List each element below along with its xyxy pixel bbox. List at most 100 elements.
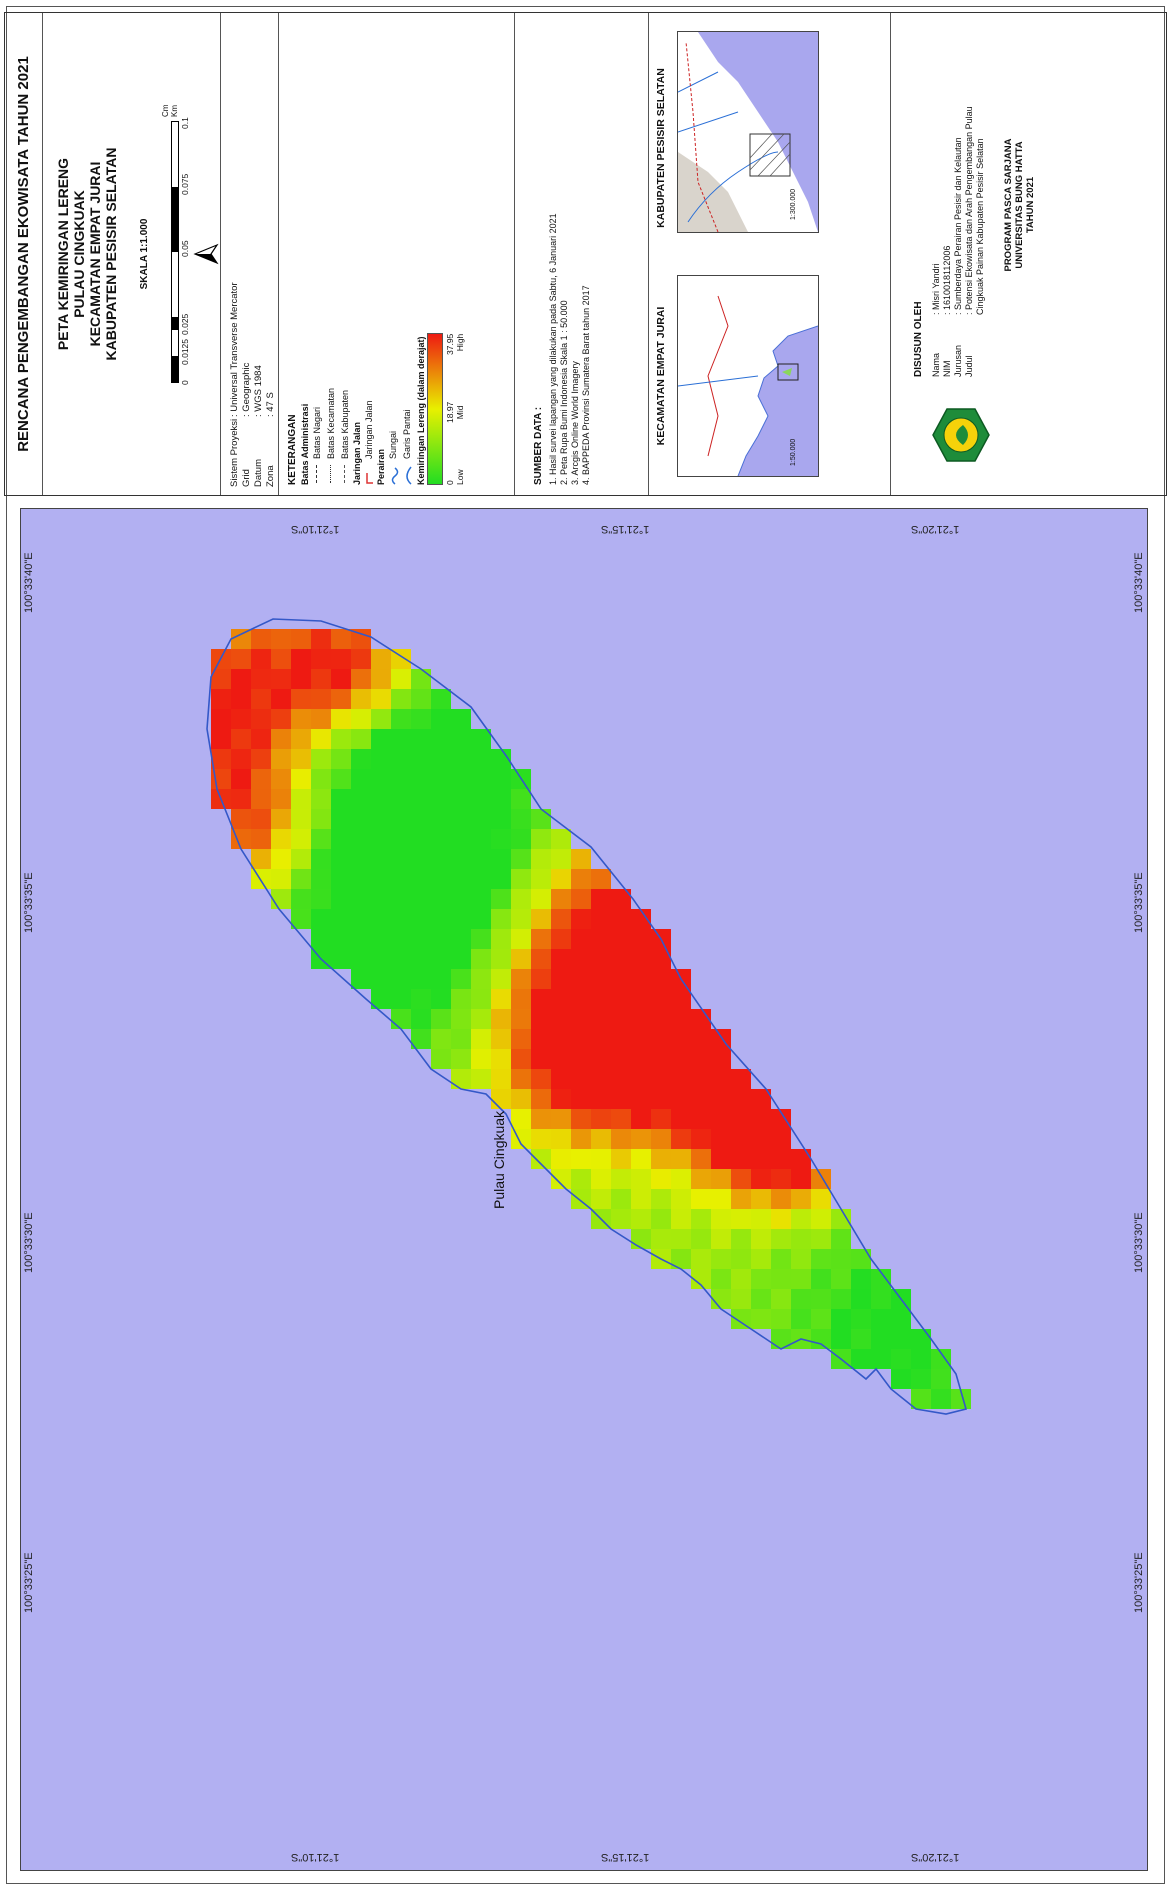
slope-cell <box>431 829 451 849</box>
slope-cell <box>531 909 551 929</box>
slope-cell <box>431 1009 451 1029</box>
slope-cell <box>351 909 371 929</box>
slope-cell <box>511 889 531 909</box>
slope-cell <box>531 949 551 969</box>
slope-cell <box>771 1309 791 1329</box>
slope-cell <box>571 1069 591 1089</box>
slope-cell <box>731 1069 751 1089</box>
slope-cell <box>491 1089 511 1109</box>
slope-cell <box>211 689 231 709</box>
river-icon <box>389 463 399 485</box>
slope-cell <box>351 789 371 809</box>
slope-cell <box>911 1389 931 1409</box>
slope-cell <box>251 869 271 889</box>
slope-cell <box>411 709 431 729</box>
slope-cell <box>631 1169 651 1189</box>
slope-cell <box>271 729 291 749</box>
slope-cell <box>511 1089 531 1109</box>
slope-cell <box>831 1309 851 1329</box>
slope-cell <box>871 1349 891 1369</box>
slope-cell <box>831 1329 851 1349</box>
slope-cell <box>611 1089 631 1109</box>
slope-cell <box>411 889 431 909</box>
scale-tick: 0.075 <box>180 173 190 195</box>
slope-cell <box>451 1069 471 1089</box>
slope-cell <box>431 729 451 749</box>
slope-cell <box>331 689 351 709</box>
slope-cell <box>351 749 371 769</box>
slope-cell <box>631 1149 651 1169</box>
slope-cell <box>571 949 591 969</box>
inset-map-district: 1:50.000 <box>677 275 819 477</box>
slope-cell <box>251 629 271 649</box>
slope-cell <box>471 789 491 809</box>
slope-cell <box>631 929 651 949</box>
slope-cell <box>751 1129 771 1149</box>
slope-cell <box>371 849 391 869</box>
slope-cell <box>231 769 251 789</box>
legend-heading-slope: Kemiringan Lereng (dalam derajat) <box>416 336 426 485</box>
slope-cell <box>391 749 411 769</box>
map-title-line-4: KABUPATEN PESISIR SELATAN <box>103 147 119 361</box>
slope-cell <box>571 909 591 929</box>
slope-cell <box>631 1209 651 1229</box>
slope-cell <box>711 1249 731 1269</box>
slope-cell <box>671 1149 691 1169</box>
slope-cell <box>331 889 351 909</box>
slope-cell <box>491 789 511 809</box>
slope-cell <box>611 989 631 1009</box>
slope-cell <box>731 1249 751 1269</box>
north-arrow-icon <box>193 239 219 269</box>
slope-cell <box>531 1089 551 1109</box>
slope-cell <box>451 1029 471 1049</box>
slope-cell <box>271 669 291 689</box>
slope-cell <box>491 1069 511 1089</box>
slope-cell <box>591 1109 611 1129</box>
slope-cell <box>651 989 671 1009</box>
inset-scale-district: 1:50.000 <box>790 438 797 466</box>
map-title-line-2: PULAU CINGKUAK <box>71 190 87 318</box>
slope-cell <box>711 1169 731 1189</box>
slope-cell <box>531 1029 551 1049</box>
slope-cell <box>631 1009 651 1029</box>
inset-scale-regency: 1:300.000 <box>790 188 797 220</box>
slope-cell <box>571 1109 591 1129</box>
lat-tick: 1°21'10"S <box>291 1851 340 1863</box>
slope-cell <box>491 929 511 949</box>
slope-cell <box>251 669 271 689</box>
slope-cell <box>371 729 391 749</box>
slope-cell <box>271 809 291 829</box>
slope-cell <box>811 1329 831 1349</box>
outer-frame <box>6 6 1165 1884</box>
slope-cell <box>511 1049 531 1069</box>
slope-cell <box>511 789 531 809</box>
slope-cell <box>531 869 551 889</box>
slope-cell <box>491 909 511 929</box>
slope-cell <box>451 769 471 789</box>
slope-cell <box>831 1249 851 1269</box>
slope-cell <box>911 1349 931 1369</box>
lon-tick: 100°33'30"E <box>23 1212 35 1273</box>
author-major-label: Jurusan <box>953 344 963 377</box>
sources-heading: SUMBER DATA : <box>533 406 544 485</box>
slope-cell <box>551 889 571 909</box>
slope-cell <box>551 989 571 1009</box>
map-title-line-3: KECAMATAN EMPAT JURAI <box>87 161 103 347</box>
lat-tick: 1°21'15"S <box>601 1851 650 1863</box>
slope-cell <box>551 929 571 949</box>
slope-cell <box>291 629 311 649</box>
slope-cell <box>291 789 311 809</box>
slope-cell <box>431 849 451 869</box>
scale-tick: 0 <box>180 380 190 385</box>
scale-unit-km: Km <box>170 105 179 117</box>
slope-cell <box>911 1369 931 1389</box>
line-dashed-icon <box>327 463 335 485</box>
slope-cell <box>371 889 391 909</box>
scale-label: SKALA 1:1.000 <box>139 218 150 290</box>
slope-cell <box>491 1009 511 1029</box>
slope-cell <box>851 1309 871 1329</box>
line-solid-icon <box>341 463 349 485</box>
slope-cell <box>411 829 431 849</box>
slope-cell <box>531 1069 551 1089</box>
slope-cell <box>591 1149 611 1169</box>
